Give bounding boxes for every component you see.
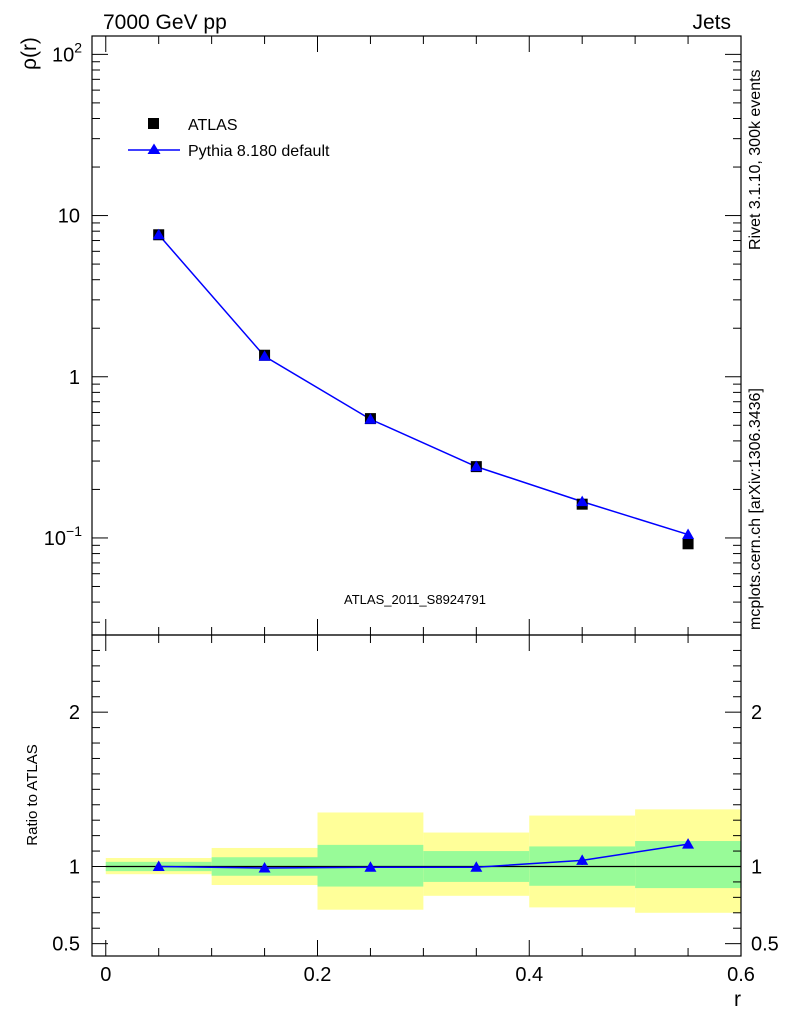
- ratio-point: [152, 860, 165, 871]
- ratio-point: [470, 861, 483, 872]
- ratio-bands: [105, 809, 741, 913]
- ratio-y-tick-label-right: 0.5: [751, 934, 779, 956]
- legend-pythia-label: Pythia 8.180 default: [188, 143, 330, 160]
- pythia-point: [470, 460, 483, 472]
- legend-pythia-marker: [147, 143, 161, 154]
- pythia-point: [152, 228, 165, 240]
- main-panel: ATLAS_2011_S8924791 10−1 1 10 102 ρ(r) ATLA…: [18, 35, 742, 636]
- x-tick-label: 0.6: [727, 964, 755, 986]
- legend-atlas-label: ATLAS: [188, 117, 238, 134]
- legend-atlas-marker: [148, 118, 159, 129]
- pythia-line: [158, 234, 689, 536]
- ratio-point: [258, 862, 271, 873]
- ratio-frame: [91, 634, 742, 957]
- mcplots-label: mcplots.cern.ch [arXiv:1306.3436]: [747, 388, 764, 630]
- pythia-point: [364, 413, 377, 424]
- ratio-line: [158, 843, 689, 869]
- main-watermark: ATLAS_2011_S8924791: [344, 592, 486, 607]
- ratio-y-tick-label-left: 0.5: [52, 934, 80, 956]
- atlas-point: [682, 538, 694, 550]
- ratio-y-axis-label: Ratio to ATLAS: [24, 744, 41, 845]
- main-series-layer: [152, 228, 695, 550]
- ratio-y-tick-label-right: 1: [751, 856, 762, 878]
- ratio-panel: 0.5 0.5 1 1 2 2 0 0.2 0.4 0.6 Ratio to ATLAS r: [24, 634, 779, 1011]
- main-y-tick-label: 102: [52, 39, 82, 66]
- header-right: Jets: [692, 11, 731, 34]
- main-y-axis-label: ρ(r): [18, 37, 41, 70]
- pythia-point: [576, 495, 589, 507]
- pythia-point: [682, 528, 695, 540]
- ratio-point: [364, 861, 377, 872]
- header-left: 7000 GeV pp: [103, 11, 227, 34]
- main-y-tick-label: 10−1: [44, 523, 82, 550]
- x-axis-label: r: [734, 988, 741, 1011]
- ratio-y-tick-label-left: 2: [69, 702, 80, 724]
- x-tick-label: 0.4: [515, 964, 543, 986]
- main-y-tick-label: 10: [58, 206, 80, 228]
- rivet-label: Rivet 3.1.10, 300k events: [747, 69, 764, 250]
- ratio-series-layer: [152, 838, 695, 873]
- ratio-ticks: 0.5 0.5 1 1 2 2 0 0.2 0.4 0.6: [52, 635, 779, 986]
- ratio-y-tick-label-left: 1: [69, 856, 80, 878]
- legend: ATLAS Pythia 8.180 default: [128, 117, 330, 160]
- ratio-y-tick-label-right: 2: [751, 702, 762, 724]
- x-tick-label: 0: [100, 964, 111, 986]
- pythia-point: [258, 350, 271, 361]
- ratio-point: [576, 854, 589, 865]
- x-tick-label: 0.2: [304, 964, 332, 986]
- main-y-tick-label: 1: [69, 367, 80, 389]
- ratio-point: [682, 838, 695, 849]
